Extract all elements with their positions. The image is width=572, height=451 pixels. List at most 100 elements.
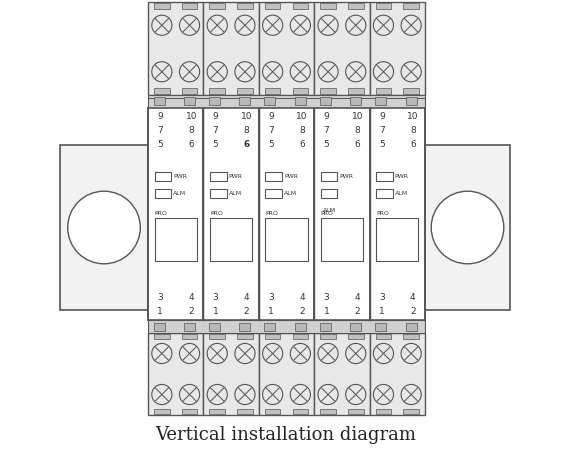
Bar [320, 88, 336, 94]
Text: 3: 3 [157, 293, 163, 302]
Circle shape [401, 62, 421, 82]
Text: 7: 7 [213, 126, 219, 135]
Text: PWR: PWR [173, 174, 187, 179]
Text: 1: 1 [324, 307, 329, 316]
Text: 3: 3 [213, 293, 219, 302]
Text: 5: 5 [213, 140, 219, 149]
Bar [184, 97, 195, 105]
Text: PRO: PRO [265, 211, 279, 216]
Circle shape [401, 343, 421, 364]
Circle shape [152, 384, 172, 405]
Circle shape [374, 343, 394, 364]
Circle shape [263, 62, 283, 82]
Circle shape [235, 62, 255, 82]
Circle shape [290, 15, 311, 35]
Bar [375, 97, 386, 105]
Bar [265, 4, 280, 9]
Circle shape [152, 15, 172, 35]
Text: 10: 10 [296, 112, 308, 121]
Text: ALM: ALM [323, 207, 336, 212]
Text: 6: 6 [188, 140, 194, 149]
Bar [154, 4, 170, 9]
Bar [376, 171, 393, 180]
Circle shape [263, 384, 283, 405]
Bar [314, 108, 370, 320]
Bar [264, 323, 276, 331]
Text: 1: 1 [268, 307, 274, 316]
Text: 10: 10 [241, 112, 252, 121]
Text: 3: 3 [268, 293, 274, 302]
Bar [209, 323, 220, 331]
Text: 9: 9 [157, 112, 163, 121]
Bar [148, 2, 204, 95]
Bar [314, 333, 370, 415]
Text: 8: 8 [355, 126, 360, 135]
Bar [403, 4, 419, 9]
Bar [406, 323, 416, 331]
Text: 1: 1 [213, 307, 219, 316]
Bar [265, 409, 280, 414]
Bar [320, 323, 331, 331]
Text: PRO: PRO [376, 211, 389, 216]
Text: 10: 10 [407, 112, 419, 121]
Circle shape [235, 15, 255, 35]
Text: 2: 2 [188, 307, 194, 316]
Bar [265, 171, 282, 180]
Bar [153, 97, 165, 105]
Bar [210, 171, 227, 180]
Text: 2: 2 [355, 307, 360, 316]
Bar [148, 320, 425, 333]
Bar [240, 323, 251, 331]
Bar [293, 334, 308, 339]
Bar [209, 4, 225, 9]
Bar [295, 323, 306, 331]
Circle shape [345, 15, 366, 35]
Text: PRO: PRO [154, 211, 168, 216]
Text: 6: 6 [355, 140, 360, 149]
Text: 9: 9 [268, 112, 274, 121]
Text: 8: 8 [299, 126, 305, 135]
Bar [403, 88, 419, 94]
Bar [376, 88, 391, 94]
Bar [375, 323, 386, 331]
Bar [321, 218, 363, 261]
Text: ALM: ALM [395, 191, 408, 196]
Bar [60, 145, 148, 310]
Bar [265, 218, 308, 261]
Text: 3: 3 [379, 293, 384, 302]
Text: 6: 6 [410, 140, 416, 149]
Text: 8: 8 [410, 126, 416, 135]
Circle shape [290, 62, 311, 82]
Text: 3: 3 [324, 293, 329, 302]
Bar [350, 323, 362, 331]
Text: 10: 10 [352, 112, 363, 121]
Bar [314, 2, 370, 95]
Bar [320, 4, 336, 9]
Bar [348, 409, 364, 414]
Circle shape [401, 384, 421, 405]
Bar [148, 333, 204, 415]
Circle shape [374, 15, 394, 35]
Bar [403, 334, 419, 339]
Circle shape [345, 343, 366, 364]
Bar [182, 88, 197, 94]
Text: 6: 6 [244, 140, 250, 149]
Circle shape [263, 15, 283, 35]
Circle shape [152, 62, 172, 82]
Circle shape [318, 62, 338, 82]
Circle shape [180, 62, 200, 82]
Circle shape [207, 384, 227, 405]
Text: 4: 4 [299, 293, 305, 302]
Text: PRO: PRO [210, 211, 223, 216]
Circle shape [207, 62, 227, 82]
Text: 6: 6 [299, 140, 305, 149]
Text: 1: 1 [157, 307, 163, 316]
Bar [210, 218, 252, 261]
Bar [153, 323, 165, 331]
Bar [182, 334, 197, 339]
Bar [259, 333, 314, 415]
Text: PWR: PWR [339, 174, 353, 179]
Bar [403, 409, 419, 414]
Bar [204, 333, 259, 415]
Text: 5: 5 [268, 140, 274, 149]
